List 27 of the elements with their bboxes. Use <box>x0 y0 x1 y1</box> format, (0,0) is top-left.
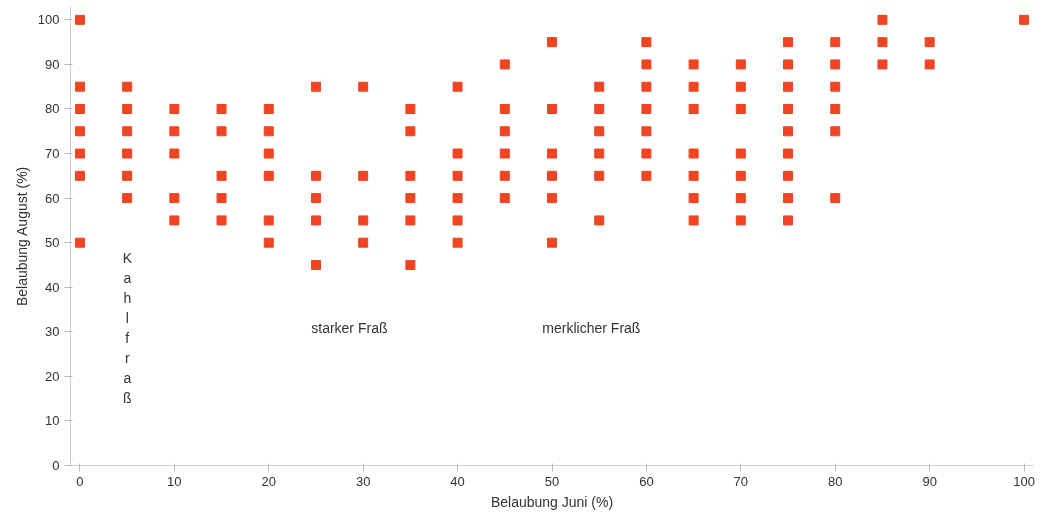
y-tick-label: 90 <box>45 56 60 72</box>
x-axis-title: Belaubung Juni (%) <box>490 493 614 510</box>
x-tick-label: 60 <box>639 473 654 489</box>
y-tick-label: 50 <box>45 235 60 251</box>
y-axis-title: Belaubung August (%) <box>13 166 30 307</box>
annotation: starker Fraß <box>311 319 388 336</box>
y-tick-label: 40 <box>45 279 60 295</box>
x-tick-label: 100 <box>1013 473 1035 489</box>
x-tick-label: 30 <box>355 473 371 489</box>
x-tick-label: 80 <box>828 473 843 489</box>
x-tick-label: 0 <box>76 473 84 489</box>
x-tick-label: 40 <box>450 473 465 489</box>
x-tick-label: 70 <box>733 473 749 489</box>
y-tick-label: 100 <box>37 12 60 28</box>
y-tick-label: 0 <box>52 458 60 473</box>
y-tick-label: 60 <box>45 190 60 206</box>
y-tick-label: 10 <box>45 413 60 429</box>
annotation: merklicher Fraß <box>542 319 641 336</box>
annotation: Kahlfraß <box>122 249 133 406</box>
y-tick-label: 30 <box>45 324 60 340</box>
x-tick-label: 90 <box>922 473 937 489</box>
y-tick-label: 70 <box>45 146 60 162</box>
y-tick-label: 20 <box>45 368 60 384</box>
x-tick-label: 20 <box>261 473 276 489</box>
y-tick-label: 80 <box>45 101 60 117</box>
x-tick-label: 50 <box>544 473 560 489</box>
x-tick-label: 10 <box>167 473 182 489</box>
